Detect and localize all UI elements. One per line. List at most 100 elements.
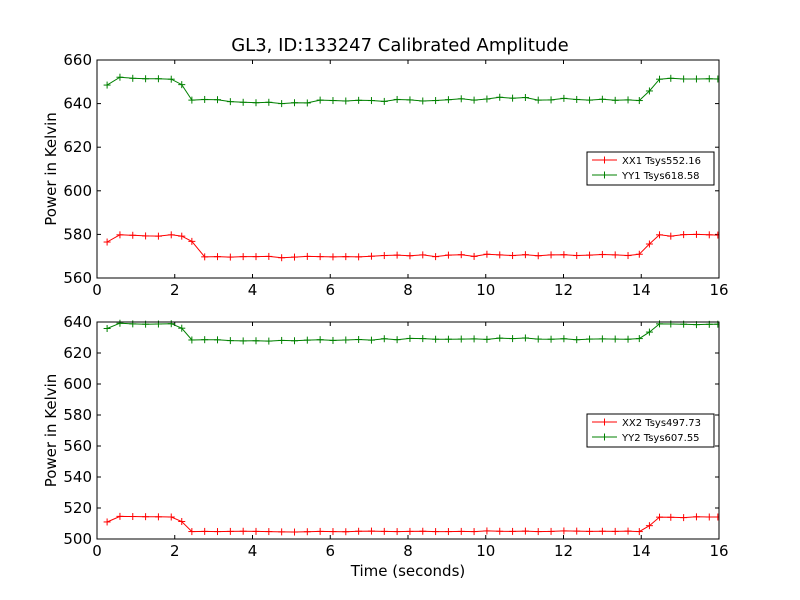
- chart-title: GL3, ID:133247 Calibrated Amplitude: [231, 35, 569, 56]
- data-point: [611, 96, 619, 104]
- data-point: [483, 250, 491, 258]
- y-axis-label: Power in Kelvin: [42, 112, 60, 226]
- data-point: [316, 96, 324, 104]
- data-point: [167, 75, 175, 83]
- x-tick-label: 10: [476, 542, 495, 560]
- data-point: [547, 96, 555, 104]
- axes-frame: [96, 321, 720, 540]
- data-point: [239, 527, 247, 535]
- data-point: [586, 335, 594, 343]
- y-tick-label: 560: [63, 437, 92, 455]
- data-point: [393, 528, 401, 536]
- y-tick-label: 660: [63, 51, 92, 69]
- x-tick-label: 4: [248, 281, 258, 299]
- x-tick-label: 14: [632, 542, 651, 560]
- data-point: [521, 334, 529, 342]
- data-point: [406, 527, 414, 535]
- data-point: [367, 336, 375, 344]
- data-point: [188, 336, 196, 344]
- x-tick-label: 4: [248, 542, 258, 560]
- data-point: [355, 527, 363, 535]
- data-point: [329, 253, 337, 261]
- data-point: [680, 75, 688, 83]
- data-point: [444, 335, 452, 343]
- data-point: [406, 334, 414, 342]
- data-point: [116, 319, 124, 327]
- data-point: [560, 94, 568, 102]
- data-point: [680, 514, 688, 522]
- data-point: [129, 231, 137, 239]
- data-point: [624, 527, 632, 535]
- y-tick-label: 620: [63, 344, 92, 362]
- data-point: [329, 528, 337, 536]
- data-point: [560, 527, 568, 535]
- data-point: [419, 97, 427, 105]
- data-point: [252, 527, 260, 535]
- data-point: [226, 527, 234, 535]
- y-tick-label: 640: [63, 95, 92, 113]
- data-point: [534, 96, 542, 104]
- x-tick-label: 10: [476, 281, 495, 299]
- data-point: [393, 336, 401, 344]
- data-point: [342, 528, 350, 536]
- data-point: [444, 528, 452, 536]
- y-tick-label: 520: [63, 499, 92, 517]
- subplot-1: 0 2 4 6 8 10 12 14 16 560 580 600 620 640 660 Power in …: [42, 51, 729, 299]
- data-point: [393, 95, 401, 103]
- x-tick-label: 8: [403, 281, 413, 299]
- data-point: [496, 93, 504, 101]
- data-point: [547, 335, 555, 343]
- data-point: [290, 337, 298, 345]
- data-point: [278, 528, 286, 536]
- subplot-2: 0 2 4 6 8 10 12 14 16 500 520 540 560 580 600 620 640 Pow…: [42, 313, 729, 560]
- data-point: [635, 250, 643, 258]
- y-tick-label: 580: [63, 406, 92, 424]
- data-point: [406, 252, 414, 260]
- data-point: [521, 93, 529, 101]
- data-point: [470, 528, 478, 536]
- data-point: [239, 98, 247, 106]
- data-point: [656, 231, 664, 239]
- data-point: [432, 528, 440, 536]
- legend-entry: XX2 Tsys497.73: [592, 418, 701, 429]
- data-point: [560, 251, 568, 259]
- legend-label: YY1 Tsys618.58: [621, 171, 700, 182]
- data-point: [496, 334, 504, 342]
- data-point: [226, 337, 234, 345]
- data-point: [432, 253, 440, 261]
- data-point: [380, 97, 388, 105]
- data-point: [355, 96, 363, 104]
- data-point: [316, 253, 324, 261]
- data-point: [645, 87, 653, 95]
- data-point: [586, 96, 594, 104]
- data-point: [509, 94, 517, 102]
- x-tick-label: 8: [403, 542, 413, 560]
- data-point: [290, 528, 298, 536]
- x-tick-label: 0: [92, 542, 102, 560]
- data-point: [188, 237, 196, 245]
- data-point: [201, 527, 209, 535]
- x-tick-label: 12: [554, 542, 573, 560]
- data-point: [470, 252, 478, 260]
- data-point: [303, 336, 311, 344]
- data-point: [265, 98, 273, 106]
- data-point: [457, 335, 465, 343]
- y-tick-label: 620: [63, 138, 92, 156]
- data-point: [444, 251, 452, 259]
- data-point: [598, 335, 606, 343]
- data-point: [667, 513, 675, 521]
- data-point: [419, 527, 427, 535]
- data-point: [573, 527, 581, 535]
- legend: XX2 Tsys497.73 YY2 Tsys607.55: [586, 413, 715, 448]
- data-point: [432, 335, 440, 343]
- data-point: [116, 231, 124, 239]
- x-axis-label: Time (seconds): [350, 562, 466, 580]
- data-point: [509, 527, 517, 535]
- data-point: [692, 513, 700, 521]
- data-point: [103, 325, 111, 333]
- x-tick-label: 12: [554, 281, 573, 299]
- data-point: [656, 513, 664, 521]
- data-point: [201, 95, 209, 103]
- data-point: [496, 251, 504, 259]
